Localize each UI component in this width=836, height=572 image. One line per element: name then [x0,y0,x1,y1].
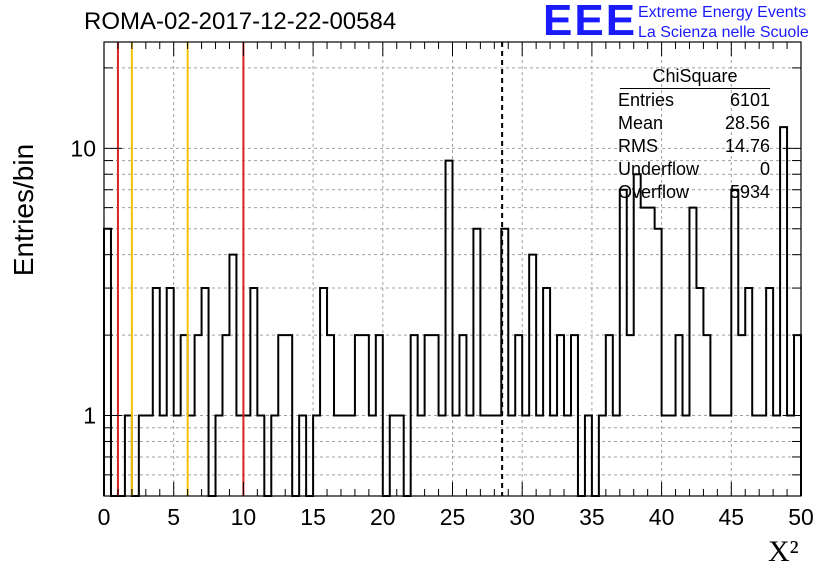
histogram-bin [696,288,703,496]
y-axis-label: Entries/bin [8,143,39,277]
histogram-bin [250,288,257,496]
stats-title: ChiSquare [620,66,770,89]
x-tick-label: 0 [98,504,111,530]
histogram-bin [641,208,648,496]
x-tick-label: 50 [788,504,814,530]
histogram-bin [473,229,480,496]
x-tick-label: 15 [300,504,326,530]
y-axis-label-box: Entries/bin [4,110,44,310]
stats-label: Overflow [618,182,690,202]
stats-row-rms: RMS 14.76 [612,135,778,158]
histogram-bin [780,127,787,496]
tick-layer [103,42,802,496]
y-tick-label: 10 [70,135,96,161]
x-tick-label: 10 [231,504,257,530]
stats-label: RMS [618,136,658,156]
stats-row-mean: Mean 28.56 [612,112,778,135]
histogram-bin [766,288,773,496]
histogram-bin [202,288,209,496]
stats-value: 6101 [729,90,770,110]
logo-line-2: La Scienza nelle Scuole [638,24,809,41]
histogram-bin [620,190,627,496]
stats-value: 5934 [729,182,770,202]
histogram-bin [689,208,696,496]
x-axis-label: X² [768,535,799,568]
stats-row-entries: Entries 6101 [612,89,778,112]
x-tick-label: 30 [509,504,535,530]
histogram-bin [320,288,327,496]
stats-label: Entries [618,90,675,110]
histogram-bin [104,229,111,496]
x-tick-label: 35 [579,504,605,530]
stats-value: 14.76 [724,136,770,156]
histogram-bin [446,161,453,496]
y-tick-label: 1 [83,403,96,429]
stats-label: Mean [618,113,664,133]
histogram-bin [229,255,236,496]
stats-row-overflow: Overflow 5934 [612,181,778,204]
histogram-bin [543,288,550,496]
histogram-bin [167,288,174,496]
histogram-bin [648,208,655,496]
stats-value: 0 [759,159,770,179]
histogram-bin [745,288,752,496]
x-tick-label: 5 [167,504,180,530]
x-tick-label: 40 [649,504,675,530]
stats-box: ChiSquare Entries 6101 Mean 28.56 RMS 14… [612,66,778,204]
logo-line-1: Extreme Energy Events [638,4,807,21]
x-tick-label: 20 [370,504,396,530]
eee-logo: EEE [543,0,638,45]
chart-title: ROMA-02-2017-12-22-00584 [84,8,397,35]
x-tick-label: 45 [719,504,745,530]
stats-row-underflow: Underflow 0 [612,158,778,181]
histogram-bin [731,190,738,496]
histogram-layer [103,126,802,497]
histogram-bin [529,255,536,496]
stats-label: Underflow [618,159,700,179]
histogram-outline [103,126,802,497]
stats-value: 28.56 [724,113,770,133]
histogram-bin [655,229,662,496]
x-tick-label: 25 [440,504,466,530]
histogram-bin [153,288,160,496]
vertical-lines-layer [116,42,504,496]
tick-label-layer: 0 5 10 15 20 25 30 35 40 45 50 1 10 [70,135,813,530]
